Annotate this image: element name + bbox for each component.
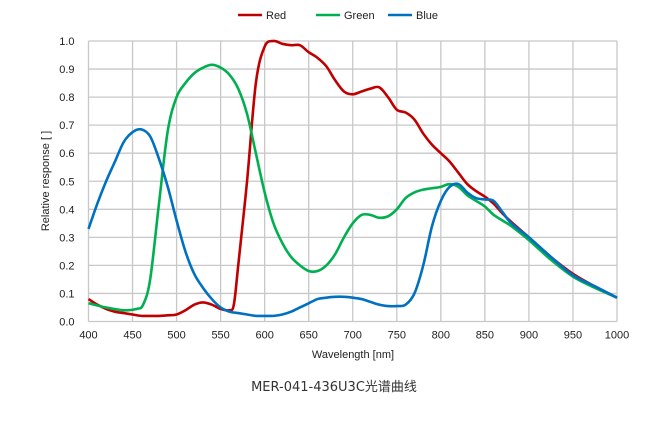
x-axis-label: Wavelength [nm] bbox=[312, 349, 394, 361]
y-tick-label: 0.4 bbox=[59, 204, 74, 216]
series-line-red bbox=[87, 39, 618, 318]
legend-label-blue: Blue bbox=[416, 10, 438, 22]
x-tick-label: 600 bbox=[255, 330, 273, 342]
y-tick-label: 0.0 bbox=[59, 317, 74, 329]
y-tick-label: 0.1 bbox=[59, 288, 74, 300]
x-tick-label: 500 bbox=[167, 330, 185, 342]
y-tick-label: 0.3 bbox=[59, 232, 74, 244]
y-tick-label: 0.7 bbox=[59, 120, 74, 132]
y-tick-label: 0.9 bbox=[59, 64, 74, 76]
x-tick-label: 650 bbox=[300, 330, 318, 342]
y-tick-label: 0.6 bbox=[59, 148, 74, 160]
y-tick-label: 0.2 bbox=[59, 260, 74, 272]
x-tick-label: 700 bbox=[344, 330, 362, 342]
x-tick-label: 550 bbox=[211, 330, 229, 342]
x-tick-label: 850 bbox=[476, 330, 494, 342]
chart-caption: MER-041-436U3C光谱曲线 bbox=[251, 380, 417, 395]
y-tick-label: 0.8 bbox=[59, 92, 74, 104]
series-line-green bbox=[88, 63, 618, 312]
tick-labels: 400 450 500 550 600 650 700 750 800 850 900 950 1000… bbox=[59, 36, 629, 342]
grid bbox=[87, 40, 618, 323]
x-tick-label: 900 bbox=[520, 330, 538, 342]
legend: Red Green Blue bbox=[238, 10, 438, 22]
x-tick-label: 950 bbox=[564, 330, 582, 342]
series-lines bbox=[87, 39, 618, 318]
y-tick-label: 1.0 bbox=[59, 36, 74, 48]
y-axis-label: Relative response [ ] bbox=[40, 131, 52, 231]
x-tick-label: 1000 bbox=[605, 330, 629, 342]
x-tick-label: 800 bbox=[432, 330, 450, 342]
x-tick-label: 400 bbox=[79, 330, 97, 342]
y-tick-label: 0.5 bbox=[59, 176, 74, 188]
x-tick-label: 750 bbox=[388, 330, 406, 342]
x-tick-label: 450 bbox=[123, 330, 141, 342]
legend-label-red: Red bbox=[266, 10, 286, 22]
legend-label-green: Green bbox=[344, 10, 375, 22]
series-line-blue bbox=[87, 127, 618, 318]
